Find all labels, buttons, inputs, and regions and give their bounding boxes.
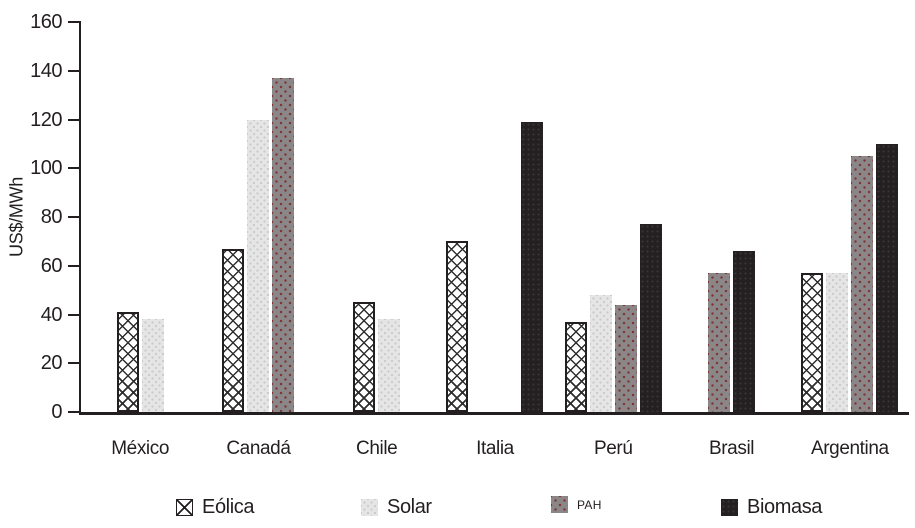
- x-axis-label-argentina: Argentina: [810, 438, 889, 459]
- bar-group-brasil: [672, 251, 790, 412]
- bar-pah-brasil: [708, 273, 731, 412]
- y-tick-label: 160: [30, 11, 62, 33]
- x-axis-label-italia: Italia: [476, 438, 514, 459]
- x-axis-label-peru: Perú: [593, 438, 633, 459]
- bar-eolica-argentina: [801, 273, 824, 412]
- bar-solar-peru: [589, 295, 612, 412]
- y-tick-mark: [68, 362, 79, 365]
- bar-solar-argentina: [826, 273, 849, 412]
- y-tick-mark: [68, 313, 79, 316]
- y-tick-label: 20: [40, 352, 63, 375]
- crosshatch-swatch-icon: [176, 499, 193, 516]
- bar-solar-mexico: [141, 319, 164, 412]
- bar-group-chile: [318, 302, 436, 412]
- bar-eolica-italia: [446, 241, 469, 412]
- bar-group-italia: [436, 121, 554, 412]
- bar-pah-peru: [614, 304, 637, 412]
- y-tick-mark: [68, 118, 79, 121]
- legend-item-pah: PAH: [551, 496, 602, 513]
- legend-item-biomasa: Biomasa: [721, 496, 822, 519]
- bar-group-mexico: [81, 312, 199, 412]
- y-tick-mark: [68, 69, 79, 72]
- plot-area: [81, 22, 909, 412]
- y-tick-mark: [68, 21, 79, 23]
- black-swatch-icon: [721, 499, 738, 516]
- y-tick-mark: [68, 264, 79, 267]
- bar-pah-canada: [272, 78, 295, 412]
- bar-pah-argentina: [851, 156, 874, 412]
- y-tick-label: 80: [40, 206, 63, 228]
- gray-dotted-swatch-icon: [551, 496, 568, 513]
- legend-item-solar: Solar: [361, 496, 432, 519]
- y-tick-label: 120: [30, 108, 62, 131]
- bar-biomasa-argentina: [876, 143, 899, 412]
- bar-eolica-peru: [564, 321, 587, 412]
- bar-biomasa-brasil: [733, 251, 756, 412]
- y-tick-label: 100: [30, 157, 62, 180]
- bar-solar-chile: [378, 319, 401, 412]
- legend-label-pah: PAH: [577, 497, 602, 512]
- x-axis-line: [79, 412, 909, 415]
- bar-group-argentina: [791, 143, 909, 412]
- bar-eolica-mexico: [116, 312, 139, 412]
- x-axis-label-canada: Canadá: [226, 438, 291, 459]
- bar-biomasa-italia: [521, 121, 544, 412]
- x-axis-labels: México Canadá Chile Italia Perú Brasil Argenti…: [81, 438, 909, 460]
- y-axis-line: [79, 21, 81, 414]
- legend-label-biomasa: Biomasa: [747, 496, 823, 518]
- bar-eolica-canada: [222, 248, 245, 412]
- y-tick-mark: [68, 167, 79, 170]
- y-tick-label: 140: [30, 59, 62, 82]
- x-axis-label-mexico: México: [111, 438, 170, 459]
- bar-eolica-chile: [353, 302, 376, 412]
- legend-label-solar: Solar: [387, 496, 432, 518]
- light-gray-swatch-icon: [361, 499, 378, 516]
- y-tick-label: 0: [51, 401, 62, 423]
- legend-item-eolica: Eólica: [176, 496, 254, 519]
- bar-group-peru: [554, 224, 672, 412]
- bar-biomasa-peru: [639, 224, 662, 412]
- y-tick-label: 60: [40, 254, 63, 277]
- legend-label-eolica: Eólica: [202, 496, 255, 518]
- y-tick-mark: [68, 411, 79, 413]
- x-axis-label-chile: Chile: [356, 438, 398, 459]
- y-tick-label: 40: [40, 303, 63, 326]
- y-tick-mark: [68, 216, 79, 218]
- bar-group-canada: [199, 78, 317, 412]
- x-axis-label-brasil: Brasil: [708, 438, 755, 459]
- bar-solar-canada: [247, 119, 270, 412]
